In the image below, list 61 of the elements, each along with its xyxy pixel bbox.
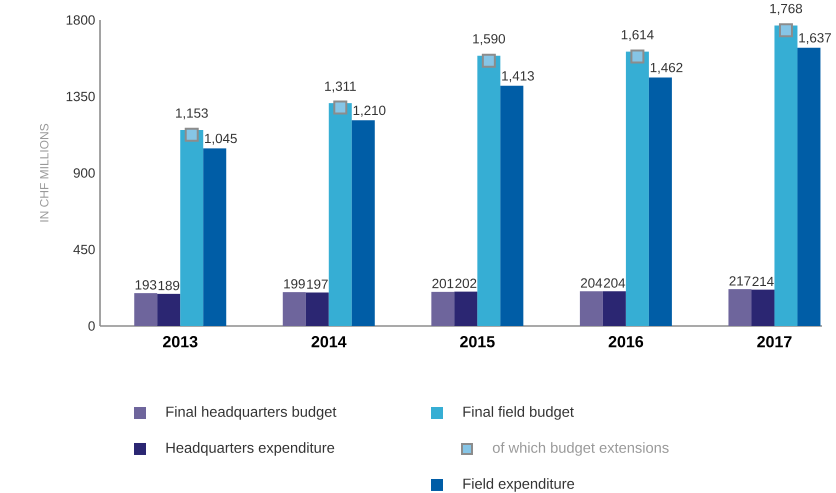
data-label: 1,311 <box>325 82 356 93</box>
y-tick-label: 1350 <box>66 92 95 102</box>
bar <box>203 148 226 326</box>
bar <box>157 294 180 326</box>
data-label: 1,413 <box>502 71 534 82</box>
data-label: 189 <box>158 280 180 290</box>
bar <box>477 56 500 326</box>
legend-label: Headquarters expenditure <box>166 442 334 456</box>
data-label: 1,045 <box>205 134 237 145</box>
data-label: 214 <box>752 276 774 286</box>
data-label: 199 <box>284 279 305 289</box>
bar <box>134 293 158 326</box>
data-label: 1,768 <box>770 4 802 15</box>
y-tick-label: 450 <box>73 244 95 254</box>
data-label: 1,614 <box>622 30 654 42</box>
x-tick-label: 2017 <box>757 336 792 348</box>
bar <box>500 86 524 326</box>
y-tick-label: 900 <box>74 168 95 178</box>
bar <box>774 25 798 326</box>
bar <box>328 103 352 326</box>
data-label: 217 <box>730 276 750 286</box>
data-label: 202 <box>455 278 476 288</box>
data-label: 193 <box>136 280 156 290</box>
point <box>482 54 496 68</box>
bar <box>797 48 820 326</box>
legend-label: Field expenditure <box>463 478 574 492</box>
point <box>778 23 793 38</box>
point <box>184 128 199 142</box>
data-label: 1,210 <box>354 106 386 117</box>
data-label: 1,637 <box>799 33 831 44</box>
bar <box>306 292 329 326</box>
x-tick-label: 2014 <box>312 336 346 348</box>
bar <box>728 289 752 326</box>
data-label: 1,153 <box>176 108 208 120</box>
x-tick-label: 2013 <box>163 336 198 348</box>
data-label: 201 <box>432 278 454 288</box>
data-label: 1,590 <box>473 34 506 46</box>
legend-label: Final headquarters budget <box>166 406 336 420</box>
bar <box>602 291 626 326</box>
y-tick-label: 0 <box>88 321 95 331</box>
bar <box>648 77 672 326</box>
bar <box>282 292 306 326</box>
data-label: 197 <box>307 279 328 289</box>
data-label: 204 <box>580 278 602 288</box>
legend-label: of which budget extensions <box>492 442 669 456</box>
bar <box>580 291 603 326</box>
bar <box>626 52 649 326</box>
data-label: 1,462 <box>650 62 682 74</box>
bar <box>751 290 774 326</box>
x-tick-label: 2016 <box>608 336 644 348</box>
bar <box>352 120 375 326</box>
legend-label: Final field budget <box>463 406 574 420</box>
y-axis-title: IN CHF MILLIONS <box>40 124 48 222</box>
x-tick-label: 2015 <box>460 336 495 348</box>
bar <box>431 292 454 326</box>
y-tick-label: 1800 <box>66 15 95 25</box>
bar <box>180 130 204 326</box>
point <box>333 100 348 115</box>
point <box>630 50 644 64</box>
data-label: 204 <box>604 278 626 288</box>
bar <box>454 292 478 326</box>
